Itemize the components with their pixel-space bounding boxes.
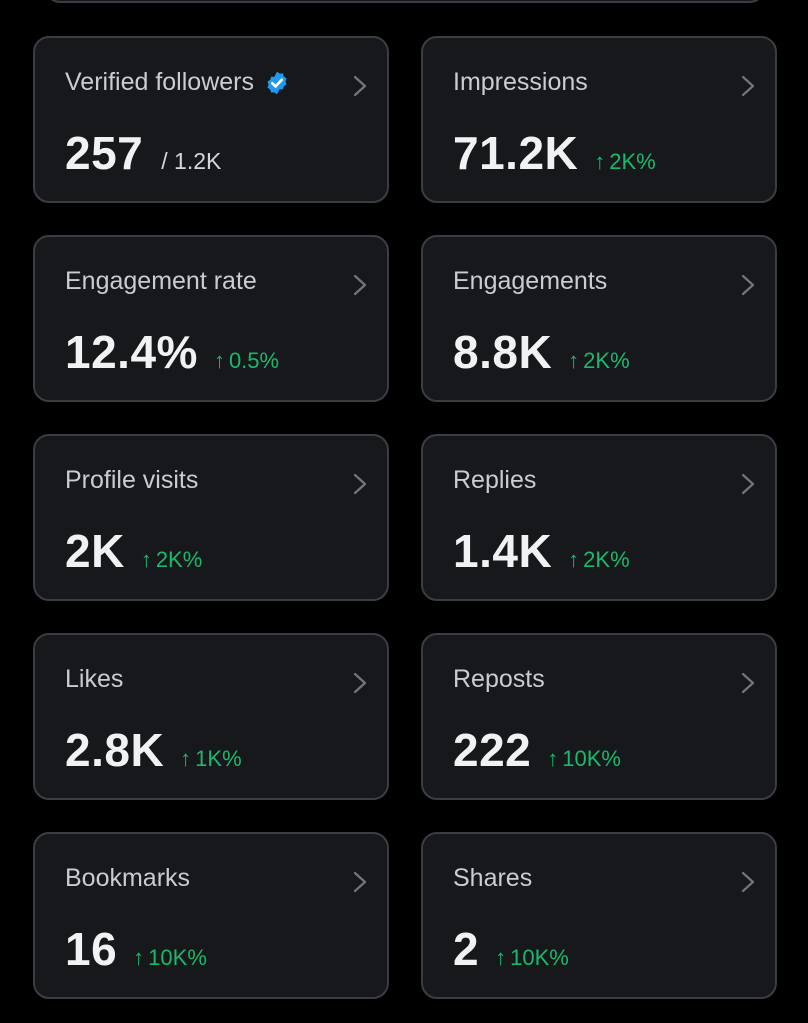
metric-title: Engagement rate [65, 267, 257, 295]
chevron-right-icon[interactable] [741, 74, 755, 98]
metric-title-row: Likes [65, 665, 123, 694]
metric-title-row: Verified followers [65, 68, 290, 97]
metric-value: 12.4% [65, 326, 198, 378]
metric-title-row: Engagement rate [65, 267, 257, 296]
arrow-up-icon: ↑ [140, 547, 152, 572]
metric-change-value: 2K% [583, 547, 630, 572]
chevron-right-icon[interactable] [353, 671, 367, 695]
metric-card-reposts[interactable]: Reposts 222 ↑ 10K% [421, 633, 777, 800]
metric-change: ↑ 10K% [547, 746, 621, 772]
metric-change: ↑ 2K% [568, 348, 629, 374]
metric-change: ↑ 2K% [594, 149, 655, 175]
arrow-up-icon: ↑ [568, 348, 580, 373]
metric-value: 222 [453, 724, 532, 776]
chevron-right-icon[interactable] [741, 472, 755, 496]
arrow-up-icon: ↑ [180, 746, 192, 771]
metric-value-row: 12.4% ↑ 0.5% [65, 325, 279, 379]
metric-card-profile-visits[interactable]: Profile visits 2K ↑ 2K% [33, 434, 389, 601]
metric-title: Impressions [453, 68, 588, 96]
previous-card-edge [44, 0, 766, 3]
metric-title: Reposts [453, 665, 545, 693]
metric-value-row: 71.2K ↑ 2K% [453, 126, 656, 180]
chevron-right-icon[interactable] [353, 273, 367, 297]
metric-change-value: 2K% [609, 149, 656, 174]
metric-change-value: 0.5% [228, 348, 280, 373]
metric-title: Verified followers [65, 68, 254, 96]
arrow-up-icon: ↑ [495, 945, 507, 970]
metric-change-value: 10K% [562, 746, 621, 771]
metric-change: ↑ 2K% [141, 547, 202, 573]
metric-value-row: 257 / 1.2K [65, 126, 221, 180]
metric-title-row: Replies [453, 466, 536, 495]
metric-title-row: Shares [453, 864, 532, 893]
metric-change: ↑ 0.5% [214, 348, 279, 374]
metric-value: 71.2K [453, 127, 579, 179]
metric-value: 16 [65, 923, 118, 975]
metric-value-row: 8.8K ↑ 2K% [453, 325, 630, 379]
arrow-up-icon: ↑ [594, 149, 606, 174]
metric-title: Profile visits [65, 466, 199, 494]
metric-title-row: Bookmarks [65, 864, 190, 893]
metric-card-engagements[interactable]: Engagements 8.8K ↑ 2K% [421, 235, 777, 402]
metric-card-impressions[interactable]: Impressions 71.2K ↑ 2K% [421, 36, 777, 203]
metric-value-row: 2K ↑ 2K% [65, 524, 202, 578]
arrow-up-icon: ↑ [213, 348, 225, 373]
metric-value-row: 16 ↑ 10K% [65, 922, 207, 976]
metric-value: 2 [453, 923, 480, 975]
metric-card-replies[interactable]: Replies 1.4K ↑ 2K% [421, 434, 777, 601]
metric-title: Bookmarks [65, 864, 191, 892]
metric-value-row: 1.4K ↑ 2K% [453, 524, 630, 578]
metric-change-value: 10K% [510, 945, 569, 970]
metric-card-verified-followers[interactable]: Verified followers 257 / 1.2K [33, 36, 389, 203]
metric-card-engagement-rate[interactable]: Engagement rate 12.4% ↑ 0.5% [33, 235, 389, 402]
metric-card-bookmarks[interactable]: Bookmarks 16 ↑ 10K% [33, 832, 389, 999]
metric-value-row: 2 ↑ 10K% [453, 922, 569, 976]
chevron-right-icon[interactable] [741, 870, 755, 894]
arrow-up-icon: ↑ [547, 746, 559, 771]
metric-card-shares[interactable]: Shares 2 ↑ 10K% [421, 832, 777, 999]
metric-change-value: 1K% [195, 746, 242, 771]
metric-title: Replies [453, 466, 537, 494]
metric-title-row: Impressions [453, 68, 588, 97]
chevron-right-icon[interactable] [353, 472, 367, 496]
metric-change: ↑ 10K% [495, 945, 569, 971]
metric-title-row: Profile visits [65, 466, 198, 495]
metric-value-row: 222 ↑ 10K% [453, 723, 621, 777]
chevron-right-icon[interactable] [353, 74, 367, 98]
verified-badge-icon [267, 71, 287, 94]
metric-value: 2K [65, 525, 125, 577]
chevron-right-icon[interactable] [353, 870, 367, 894]
chevron-right-icon[interactable] [741, 671, 755, 695]
metric-title-row: Reposts [453, 665, 545, 694]
metric-title: Shares [453, 864, 533, 892]
metric-change: ↑ 1K% [180, 746, 241, 772]
metric-change: ↑ 10K% [133, 945, 207, 971]
metric-title: Likes [65, 665, 124, 693]
metric-change: ↑ 2K% [568, 547, 629, 573]
metric-value: 1.4K [453, 525, 553, 577]
metric-change-value: 2K% [155, 547, 203, 572]
metric-denominator: / 1.2K [161, 148, 222, 174]
metric-value: 8.8K [453, 326, 553, 378]
metric-title-row: Engagements [453, 267, 607, 296]
arrow-up-icon: ↑ [133, 945, 145, 970]
metric-value: 2.8K [65, 724, 165, 776]
metric-change-value: 10K% [148, 945, 207, 970]
metric-value-row: 2.8K ↑ 1K% [65, 723, 242, 777]
metric-title: Engagements [453, 267, 608, 295]
metrics-grid: Verified followers 257 / 1.2K Impression… [33, 36, 777, 999]
metric-change-value: 2K% [583, 348, 630, 373]
metric-card-likes[interactable]: Likes 2.8K ↑ 1K% [33, 633, 389, 800]
chevron-right-icon[interactable] [741, 273, 755, 297]
arrow-up-icon: ↑ [568, 547, 580, 572]
metric-value: 257 [65, 127, 144, 179]
